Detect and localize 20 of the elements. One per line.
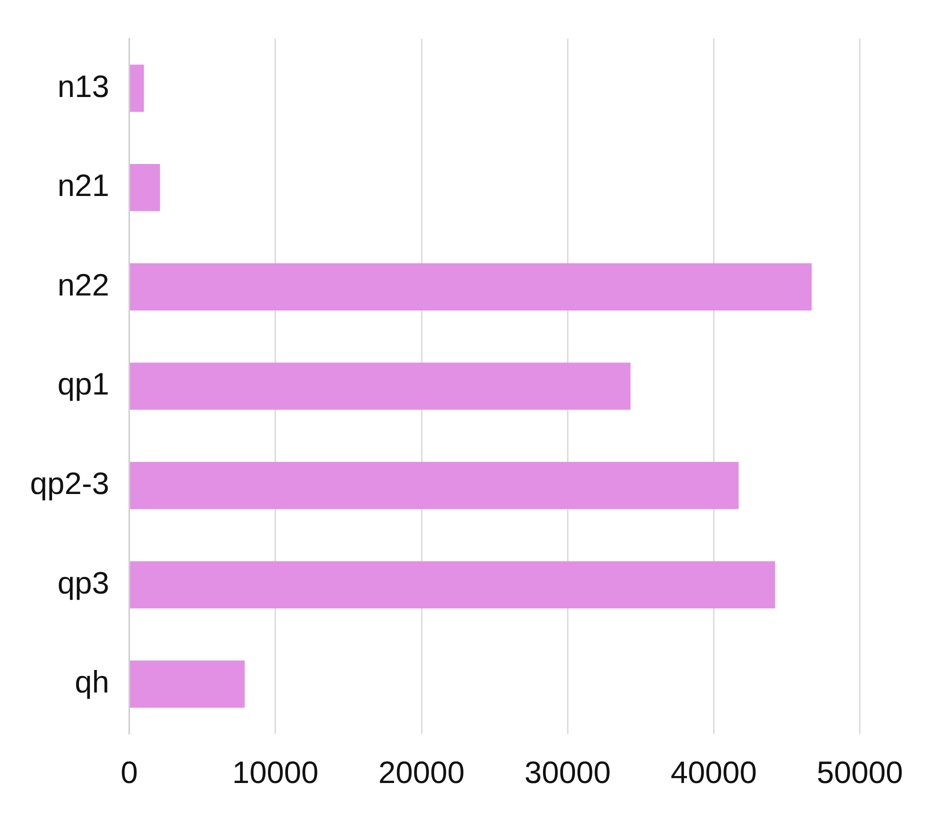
y-tick-label: qp3 [58, 565, 110, 600]
bar [130, 164, 160, 212]
bar [130, 362, 630, 410]
x-tick-label: 30000 [524, 754, 611, 790]
bar [130, 263, 812, 310]
y-tick-label: n22 [58, 267, 110, 302]
x-tick-label: 0 [120, 754, 138, 790]
y-tick-label: qp2-3 [30, 466, 110, 502]
x-tick-label: 40000 [670, 754, 757, 790]
bar [130, 561, 776, 608]
y-tick-label: qp1 [58, 366, 110, 402]
x-tick-label: 50000 [816, 754, 904, 790]
bar [130, 462, 739, 510]
y-tick-label: n13 [58, 68, 110, 104]
x-tick-label: 10000 [232, 754, 319, 790]
bar [130, 64, 144, 112]
y-tick-label: n21 [58, 168, 110, 204]
bar [130, 660, 245, 708]
x-tick-label: 20000 [378, 754, 465, 790]
y-tick-label: qh [74, 664, 110, 700]
